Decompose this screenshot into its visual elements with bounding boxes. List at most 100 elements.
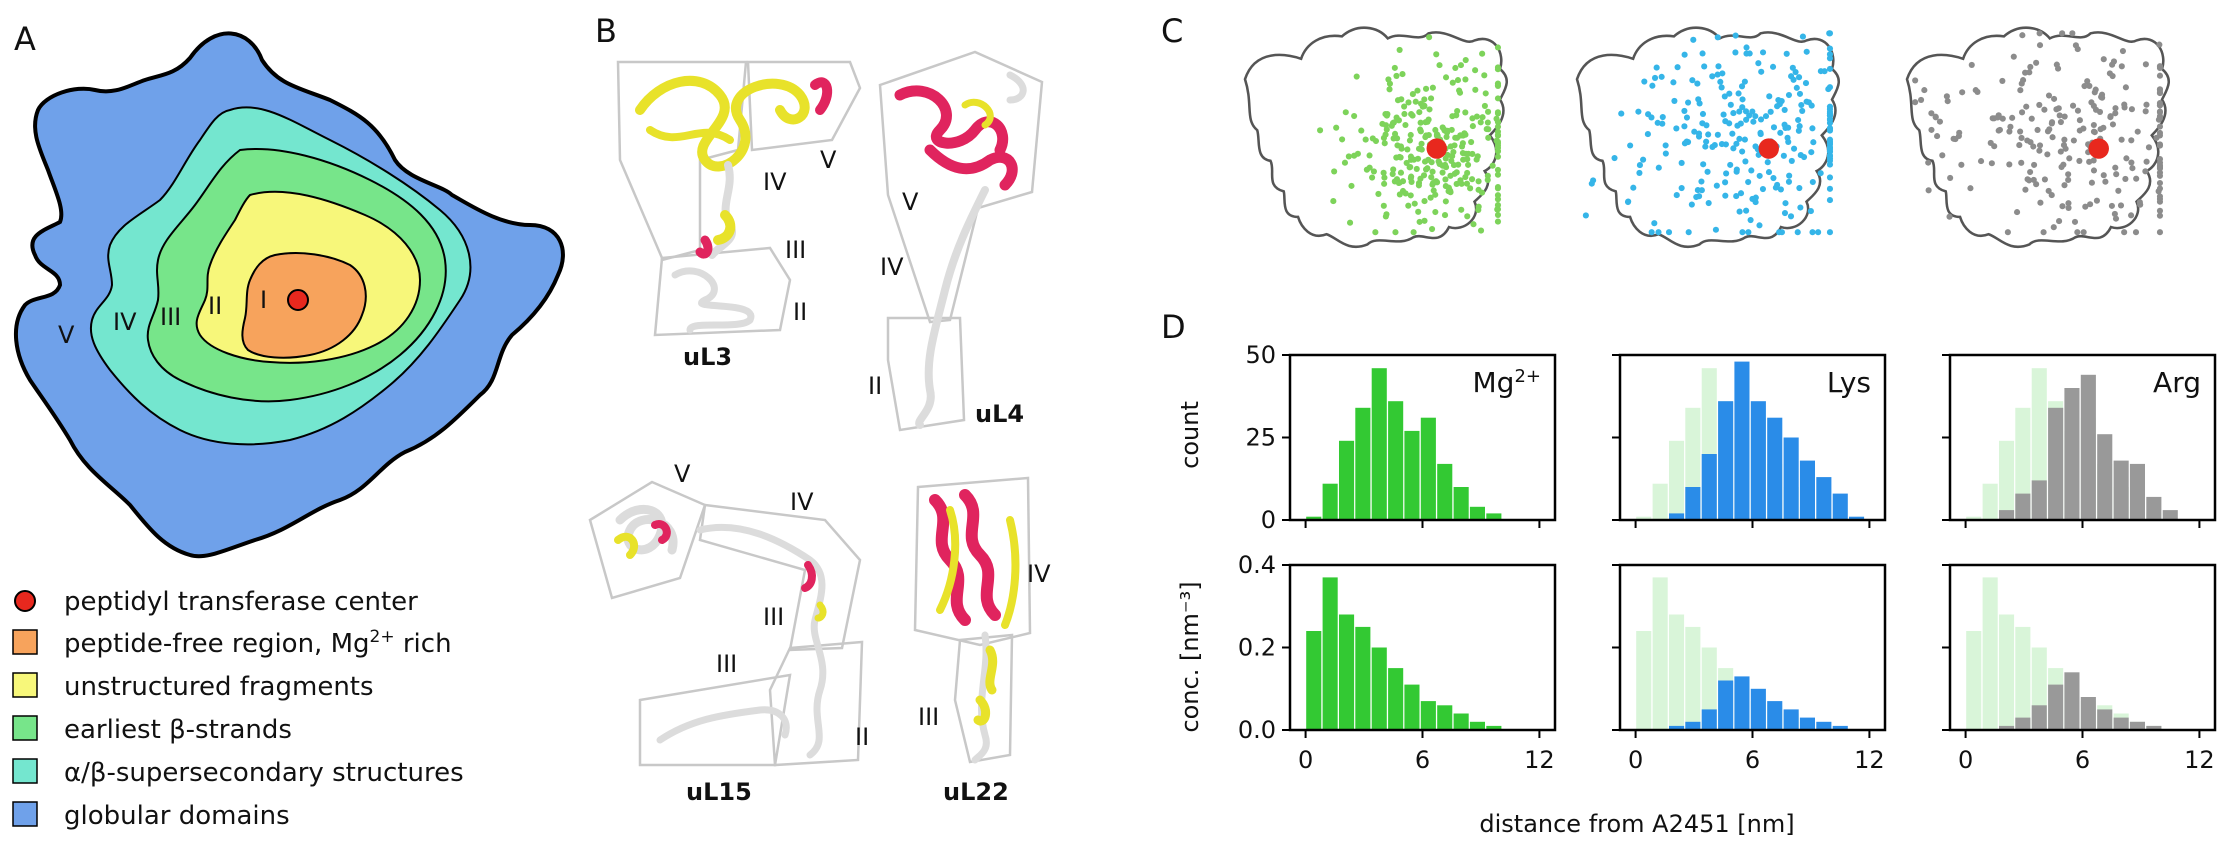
scatter-dot [1405, 99, 1412, 106]
scatter-dot [1477, 227, 1485, 234]
scatter-dot [1402, 121, 1409, 129]
scatter-dot [1741, 136, 1748, 143]
scatter-dot [1757, 129, 1764, 136]
bar-value [1816, 721, 1832, 731]
scatter-dot [1712, 226, 1719, 233]
ion-label: Lys [1827, 366, 1871, 399]
scatter-dot [2100, 56, 2107, 63]
bar-value [2015, 493, 2031, 520]
scatter-dot [2072, 42, 2079, 49]
scatter-dot [1342, 109, 1349, 116]
scatter-dot [1640, 156, 1647, 163]
scatter-dot [2051, 95, 2058, 102]
scatter-dot [2004, 229, 2011, 236]
scatter-dot [2044, 151, 2051, 158]
ul15-label-iii-upper: III [763, 603, 784, 631]
protein-ul3: V IV III II uL3 [616, 60, 862, 371]
panel-letter-c: C [1161, 12, 1183, 50]
scatter-dot [1690, 36, 1697, 43]
ul15-label-iii-lower: III [716, 650, 737, 678]
scatter-dot [1655, 164, 1662, 171]
ul15-label-v: V [674, 460, 691, 488]
scatter-dot [1475, 178, 1482, 185]
scatter-dot [1810, 139, 1817, 146]
scatter-dot [1442, 164, 1450, 171]
scatter-dot [1662, 150, 1669, 157]
scatter-dot [1494, 211, 1502, 219]
scatter-dot [1774, 103, 1781, 110]
scatter-dot [1370, 168, 1377, 175]
scatter-dot [1743, 116, 1750, 123]
scatter-dot [1418, 140, 1425, 147]
histogram-count-lys: Lys [1612, 353, 1887, 528]
scatter-dot [1781, 209, 1789, 217]
scatter-dot [1709, 73, 1716, 80]
scatter-dot [1448, 126, 1455, 133]
ul22-domain-box-lower [953, 633, 1014, 764]
scatter-dot [1425, 132, 1432, 139]
scatter-dot [1701, 63, 1708, 70]
ul15-label-iv: IV [790, 488, 814, 516]
ul3-helix-ribbon-2 [695, 235, 713, 259]
scatter-dot [1783, 50, 1790, 57]
scatter-dot [1702, 143, 1709, 150]
scatter-dot [1826, 138, 1834, 145]
scatter-dot [2102, 178, 2109, 185]
ul22-helix-ribbon [929, 494, 971, 626]
scatter-dot [2026, 177, 2033, 184]
scatter-dot [2070, 137, 2077, 144]
panel-letter-d: D [1161, 308, 1186, 346]
scatter-dot [1781, 121, 1788, 128]
scatter-dot [1720, 111, 1727, 118]
scatter-dot [1654, 119, 1661, 126]
bar-background [1966, 631, 1982, 730]
scatter-dot [1494, 183, 1502, 191]
scatter-dot [1988, 160, 1995, 167]
scatter-dot [1748, 167, 1755, 174]
ul4-coil-ribbon [915, 186, 989, 429]
scatter-dot [1752, 113, 1759, 120]
ul3-label-ii: II [793, 298, 807, 326]
ul3-helix-ribbon [810, 77, 833, 115]
scatter-dot [1785, 178, 1793, 185]
scatter-dot [1485, 134, 1492, 141]
ul15-domain-box-ii [768, 640, 864, 767]
scatter-dot [1380, 202, 1387, 209]
bar-value [1669, 725, 1685, 730]
scatter-dot [2128, 106, 2135, 113]
scatter-dot [1934, 133, 1941, 140]
bar-value [1469, 506, 1485, 520]
scatter-map-mg [1243, 26, 1509, 249]
scatter-dot [1994, 114, 2001, 121]
scatter-dot [1415, 182, 1422, 189]
ul3-coil-ribbon-2 [671, 267, 755, 334]
scatter-dot [2088, 179, 2095, 186]
scatter-dot [1977, 158, 1985, 165]
scatter-dot [1351, 152, 1358, 159]
scatter-dot [2129, 165, 2136, 172]
ul22-helix-ribbon-2 [959, 489, 1001, 621]
scatter-dot [1794, 229, 1801, 236]
scatter-dot [1745, 178, 1752, 186]
scatter-dot [1421, 103, 1428, 110]
scatter-dot [1468, 176, 1476, 183]
scatter-dot [1494, 202, 1502, 209]
scatter-dot [2069, 30, 2076, 37]
scatter-dot [1479, 114, 1486, 121]
scatter-dot [1826, 197, 1834, 204]
scatter-dot [2096, 108, 2104, 116]
scatter-dot [1369, 135, 1376, 142]
scatter-dot [1743, 207, 1750, 214]
scatter-dot [1651, 220, 1658, 227]
scatter-dot [2076, 127, 2083, 134]
scatter-dot [1799, 33, 1806, 40]
scatter-dot [1735, 90, 1742, 97]
scatter-dot [1465, 150, 1472, 157]
scatter-dot [1738, 83, 1746, 90]
scatter-dot [2156, 90, 2164, 97]
scatter-dot [2036, 30, 2043, 37]
bar-value [1404, 430, 1420, 520]
scatter-dot [1817, 170, 1824, 177]
scatter-dot [1790, 76, 1797, 83]
scatter-dot [2156, 41, 2163, 48]
